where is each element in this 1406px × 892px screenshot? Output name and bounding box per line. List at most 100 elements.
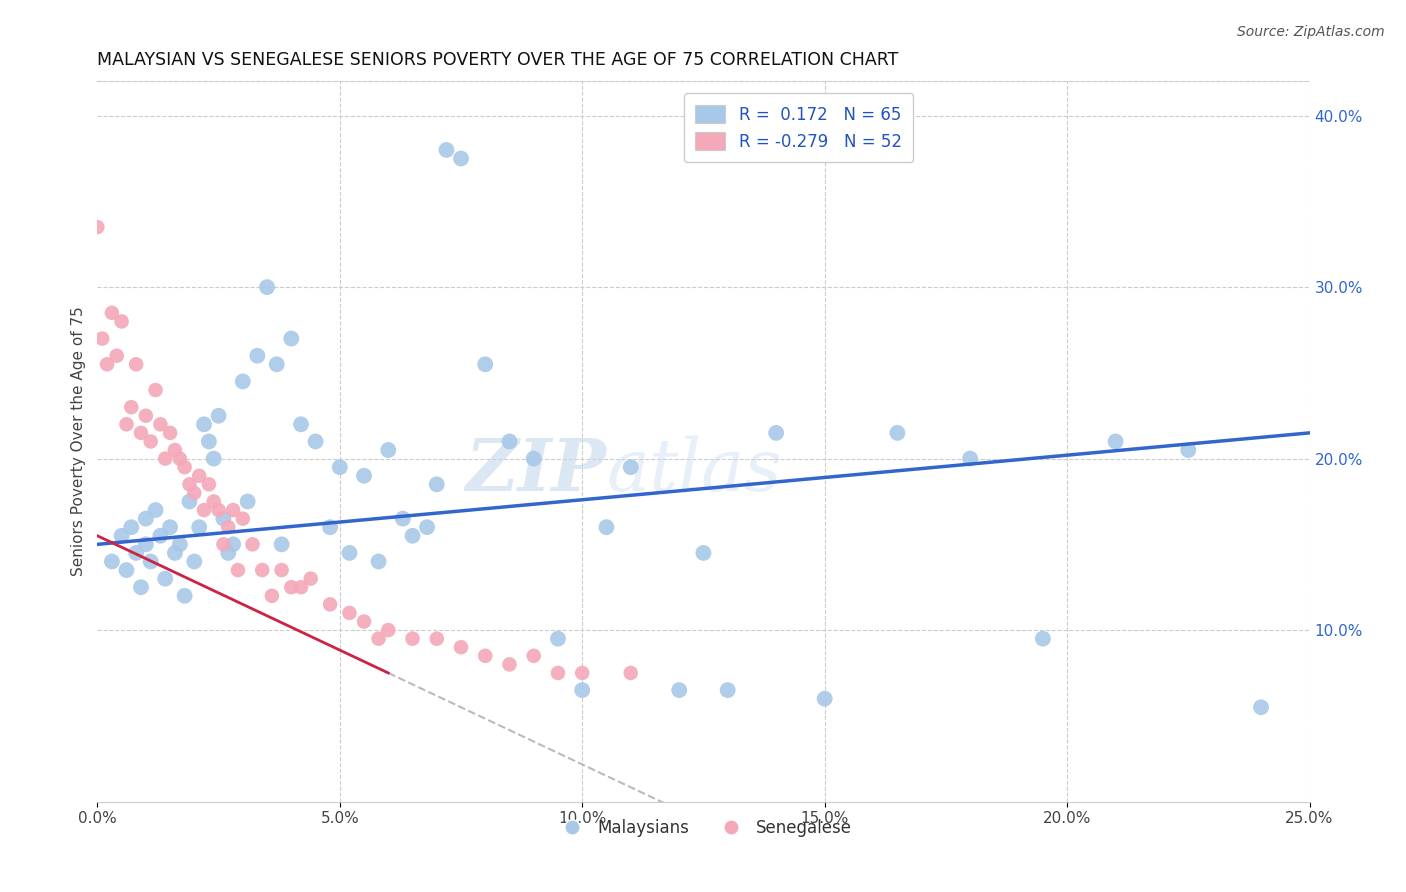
Point [236,494,259,508]
Point [232,511,254,525]
Point [571,665,593,680]
Point [115,417,138,432]
Point [135,511,157,525]
Point [290,417,312,432]
Point [256,280,278,294]
Point [129,425,152,440]
Point [125,357,148,371]
Point [202,494,225,508]
Point [91,332,114,346]
Point [377,443,399,458]
Point [668,683,690,698]
Point [547,632,569,646]
Point [270,537,292,551]
Point [886,425,908,440]
Point [149,529,172,543]
Point [207,503,229,517]
Point [198,434,221,449]
Point [110,529,132,543]
Point [115,563,138,577]
Point [426,477,449,491]
Point [498,657,520,672]
Point [498,434,520,449]
Point [523,451,546,466]
Point [212,511,235,525]
Point [155,572,177,586]
Point [202,451,225,466]
Point [1104,434,1126,449]
Point [959,451,981,466]
Point [217,520,239,534]
Point [86,220,108,235]
Point [110,314,132,328]
Point [339,606,361,620]
Point [145,383,167,397]
Point [474,357,496,371]
Point [120,520,142,534]
Point [290,580,312,594]
Point [426,632,449,646]
Point [246,349,269,363]
Point [242,537,264,551]
Point [319,598,342,612]
Point [173,460,195,475]
Point [125,546,148,560]
Point [329,460,352,475]
Point [266,357,288,371]
Point [207,409,229,423]
Text: Source: ZipAtlas.com: Source: ZipAtlas.com [1237,25,1385,39]
Point [226,563,249,577]
Point [299,572,322,586]
Point [416,520,439,534]
Point [188,468,211,483]
Point [270,563,292,577]
Point [183,554,205,568]
Legend: Malaysians, Senegalese: Malaysians, Senegalese [548,813,858,844]
Point [105,349,128,363]
Point [401,529,423,543]
Point [193,417,215,432]
Point [155,451,177,466]
Point [163,546,186,560]
Point [163,443,186,458]
Point [145,503,167,517]
Point [523,648,546,663]
Point [353,468,375,483]
Point [339,546,361,560]
Point [450,640,472,655]
Point [188,520,211,534]
Point [595,520,617,534]
Point [280,580,302,594]
Point [717,683,740,698]
Point [169,537,191,551]
Text: atlas: atlas [606,435,782,506]
Point [319,520,342,534]
Point [139,434,162,449]
Point [101,554,124,568]
Point [304,434,326,449]
Point [1177,443,1199,458]
Text: MALAYSIAN VS SENEGALESE SENIORS POVERTY OVER THE AGE OF 75 CORRELATION CHART: MALAYSIAN VS SENEGALESE SENIORS POVERTY … [97,51,898,69]
Point [173,589,195,603]
Point [260,589,283,603]
Point [1250,700,1272,714]
Point [149,417,172,432]
Point [183,486,205,500]
Point [222,503,245,517]
Point [135,409,157,423]
Point [139,554,162,568]
Point [620,460,643,475]
Point [367,554,389,568]
Point [814,691,837,706]
Point [212,537,235,551]
Point [280,332,302,346]
Point [765,425,787,440]
Point [250,563,273,577]
Point [179,494,201,508]
Point [474,648,496,663]
Point [620,665,643,680]
Point [120,400,142,414]
Point [101,306,124,320]
Point [547,665,569,680]
Point [1032,632,1054,646]
